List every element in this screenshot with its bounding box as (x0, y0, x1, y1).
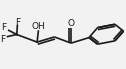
Text: O: O (68, 19, 75, 28)
Text: F: F (1, 23, 6, 32)
Text: OH: OH (32, 22, 45, 31)
Text: F: F (0, 35, 5, 44)
Text: F: F (15, 18, 20, 27)
